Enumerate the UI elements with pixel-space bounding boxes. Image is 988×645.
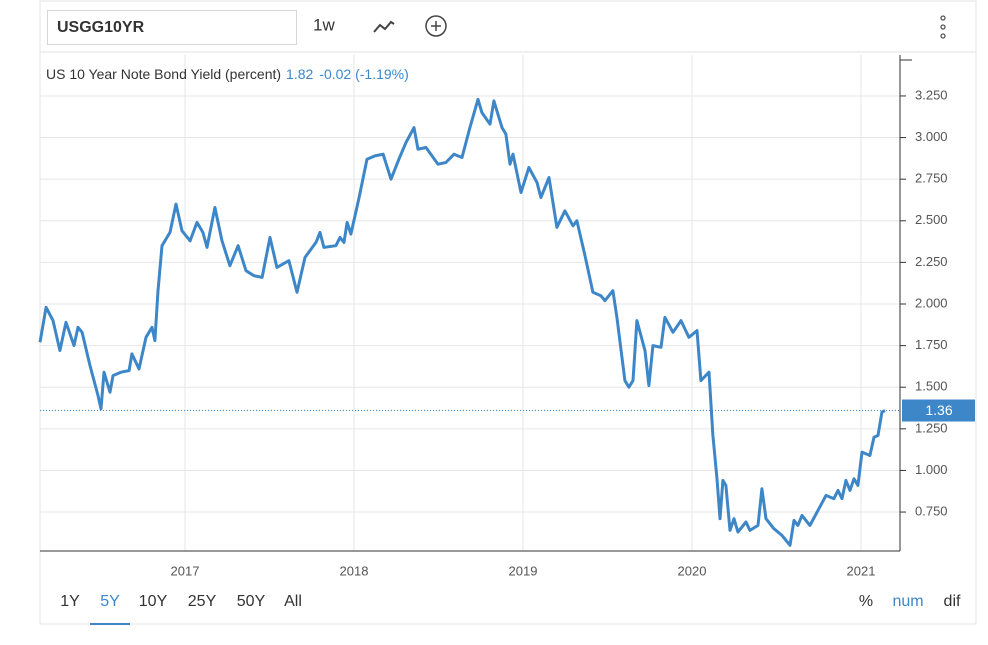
- range-button[interactable]: All: [284, 593, 302, 610]
- x-tick-label: 2018: [340, 563, 369, 578]
- legend-change: -0.02 (-1.19%): [319, 66, 408, 82]
- bottom-bar: 1Y 5Y 10Y 25Y 50Y All% num dif: [60, 593, 961, 625]
- plot: 0.750 1.000 1.250 1.500 1.750 2.000 2.250 2.500…: [38, 55, 975, 578]
- legend: US 10 Year Note Bond Yield (percent) 1.82…: [46, 66, 409, 82]
- x-tick-label: 2020: [678, 563, 707, 578]
- range-button[interactable]: 5Y: [100, 593, 120, 610]
- interval[interactable]: 1w: [313, 15, 335, 34]
- y-tick-label: 2.750: [915, 171, 948, 186]
- y-tick-label: 1.000: [915, 462, 948, 477]
- range-button[interactable]: 1Y: [60, 593, 80, 610]
- last-value-label: 1.36: [925, 402, 952, 418]
- y-tick-label: 1.750: [915, 337, 948, 352]
- range-button[interactable]: 50Y: [237, 593, 266, 610]
- x-tick-label: 2021: [847, 563, 876, 578]
- range-button[interactable]: 25Y: [188, 593, 217, 610]
- add-icon[interactable]: [425, 15, 447, 37]
- mode-button[interactable]: dif: [944, 593, 961, 610]
- y-tick-label: 3.250: [915, 87, 948, 102]
- range-button[interactable]: 10Y: [139, 593, 168, 610]
- dot: [940, 33, 946, 39]
- last-value-box: [902, 399, 975, 422]
- x-tick-label: 2017: [171, 563, 200, 578]
- mode-button[interactable]: %: [859, 593, 873, 610]
- add-circle: [425, 15, 447, 37]
- dot: [940, 24, 946, 30]
- y-tick-label: 2.000: [915, 295, 948, 310]
- menu-icon[interactable]: [940, 15, 946, 39]
- symbol: USGG10YR: [57, 19, 145, 36]
- y-tick-label: 3.000: [915, 129, 948, 144]
- x-tick-label: 2019: [509, 563, 538, 578]
- legend-title: US 10 Year Note Bond Yield (percent): [46, 66, 281, 82]
- y-tick-label: 2.500: [915, 212, 948, 227]
- y-tick-label: 0.750: [915, 503, 948, 518]
- y-tick-label: 1.250: [915, 420, 948, 435]
- symbol-input[interactable]: [47, 10, 297, 45]
- mode-button[interactable]: num: [892, 593, 923, 610]
- dot: [940, 15, 946, 21]
- frame: [39, 0, 977, 625]
- chart-style-icon[interactable]: [373, 20, 395, 33]
- y-tick-label: 1.500: [915, 379, 948, 394]
- legend-value: 1.82: [286, 66, 313, 82]
- series-line: [38, 97, 886, 547]
- y-tick-label: 2.250: [915, 254, 948, 269]
